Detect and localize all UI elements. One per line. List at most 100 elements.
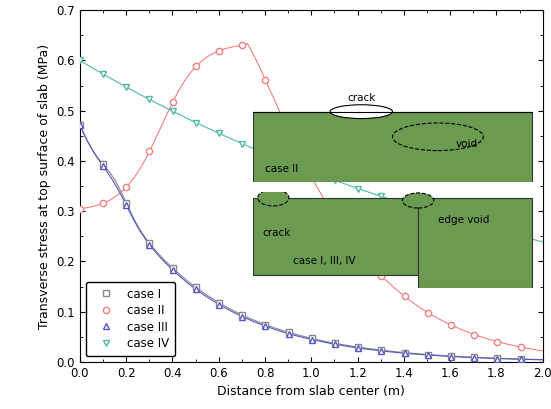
case I	[425, 352, 431, 357]
Text: void: void	[455, 139, 477, 149]
case IV	[378, 194, 385, 199]
case IV	[285, 160, 292, 165]
case II	[378, 273, 385, 278]
case IV	[262, 151, 269, 156]
case IV	[425, 209, 431, 213]
Bar	[253, 198, 418, 274]
case III	[169, 267, 176, 272]
case IV	[239, 141, 246, 146]
case IV	[123, 85, 129, 90]
case II	[332, 215, 338, 220]
case I	[471, 355, 478, 360]
case III	[100, 164, 106, 169]
case III	[216, 302, 223, 307]
case I	[494, 356, 501, 361]
case I	[169, 265, 176, 270]
case II	[355, 247, 361, 252]
case III	[146, 242, 153, 247]
case I	[262, 322, 269, 327]
case I	[239, 312, 246, 317]
case III	[332, 342, 338, 347]
case III	[425, 353, 431, 357]
Ellipse shape	[258, 189, 289, 206]
case II	[239, 43, 246, 48]
case II	[448, 323, 455, 328]
Text: edge void: edge void	[438, 215, 489, 225]
case II	[471, 332, 478, 337]
Line: case III: case III	[77, 122, 524, 362]
case III	[494, 356, 501, 361]
case IV	[401, 201, 408, 206]
case III	[517, 357, 524, 362]
X-axis label: Distance from slab center (m): Distance from slab center (m)	[218, 385, 405, 398]
case I	[77, 123, 83, 128]
case II	[146, 149, 153, 154]
case III	[239, 314, 246, 319]
Text: crack: crack	[347, 93, 375, 103]
case III	[309, 337, 315, 342]
case I	[216, 300, 223, 305]
case IV	[77, 58, 83, 63]
case IV	[309, 169, 315, 174]
Text: crack: crack	[262, 228, 290, 238]
case II	[494, 339, 501, 344]
case I	[401, 350, 408, 355]
case II	[401, 294, 408, 299]
case IV	[355, 186, 361, 191]
case III	[77, 123, 83, 128]
case II	[193, 64, 199, 69]
case II	[216, 48, 223, 53]
case III	[378, 348, 385, 353]
case III	[193, 287, 199, 292]
case II	[425, 310, 431, 315]
case III	[471, 355, 478, 360]
case IV	[146, 97, 153, 102]
Bar	[253, 112, 532, 182]
case II	[262, 78, 269, 83]
Ellipse shape	[330, 105, 392, 119]
case III	[401, 351, 408, 356]
case IV	[471, 222, 478, 227]
case III	[123, 203, 129, 208]
Text: case I, III, IV: case I, III, IV	[293, 256, 356, 266]
case IV	[169, 109, 176, 114]
case I	[448, 354, 455, 359]
case II	[123, 185, 129, 190]
case III	[355, 346, 361, 351]
case IV	[494, 228, 501, 233]
Y-axis label: Transverse stress at top surface of slab (MPa): Transverse stress at top surface of slab…	[38, 43, 51, 329]
case I	[193, 285, 199, 290]
case I	[123, 200, 129, 205]
case I	[378, 348, 385, 353]
case II	[285, 129, 292, 134]
Ellipse shape	[402, 193, 434, 208]
case I	[332, 341, 338, 346]
case II	[100, 201, 106, 206]
case I	[355, 345, 361, 350]
Line: case II: case II	[77, 42, 524, 350]
Line: case IV: case IV	[77, 57, 524, 240]
case III	[285, 331, 292, 336]
case II	[309, 175, 315, 180]
case IV	[216, 131, 223, 136]
case IV	[100, 72, 106, 76]
Bar	[418, 198, 532, 288]
case IV	[517, 234, 524, 239]
Ellipse shape	[392, 123, 483, 151]
case III	[262, 324, 269, 328]
Text: case II: case II	[265, 164, 298, 175]
case I	[146, 241, 153, 246]
case II	[77, 206, 83, 211]
case II	[169, 100, 176, 105]
case III	[448, 354, 455, 359]
case I	[517, 357, 524, 362]
case IV	[448, 216, 455, 220]
case I	[100, 162, 106, 166]
case IV	[332, 178, 338, 183]
case I	[309, 336, 315, 341]
case II	[517, 345, 524, 350]
case IV	[193, 120, 199, 125]
Legend: case I, case II, case III, case IV: case I, case II, case III, case IV	[86, 282, 175, 356]
case I	[285, 330, 292, 335]
Line: case I: case I	[77, 122, 524, 362]
